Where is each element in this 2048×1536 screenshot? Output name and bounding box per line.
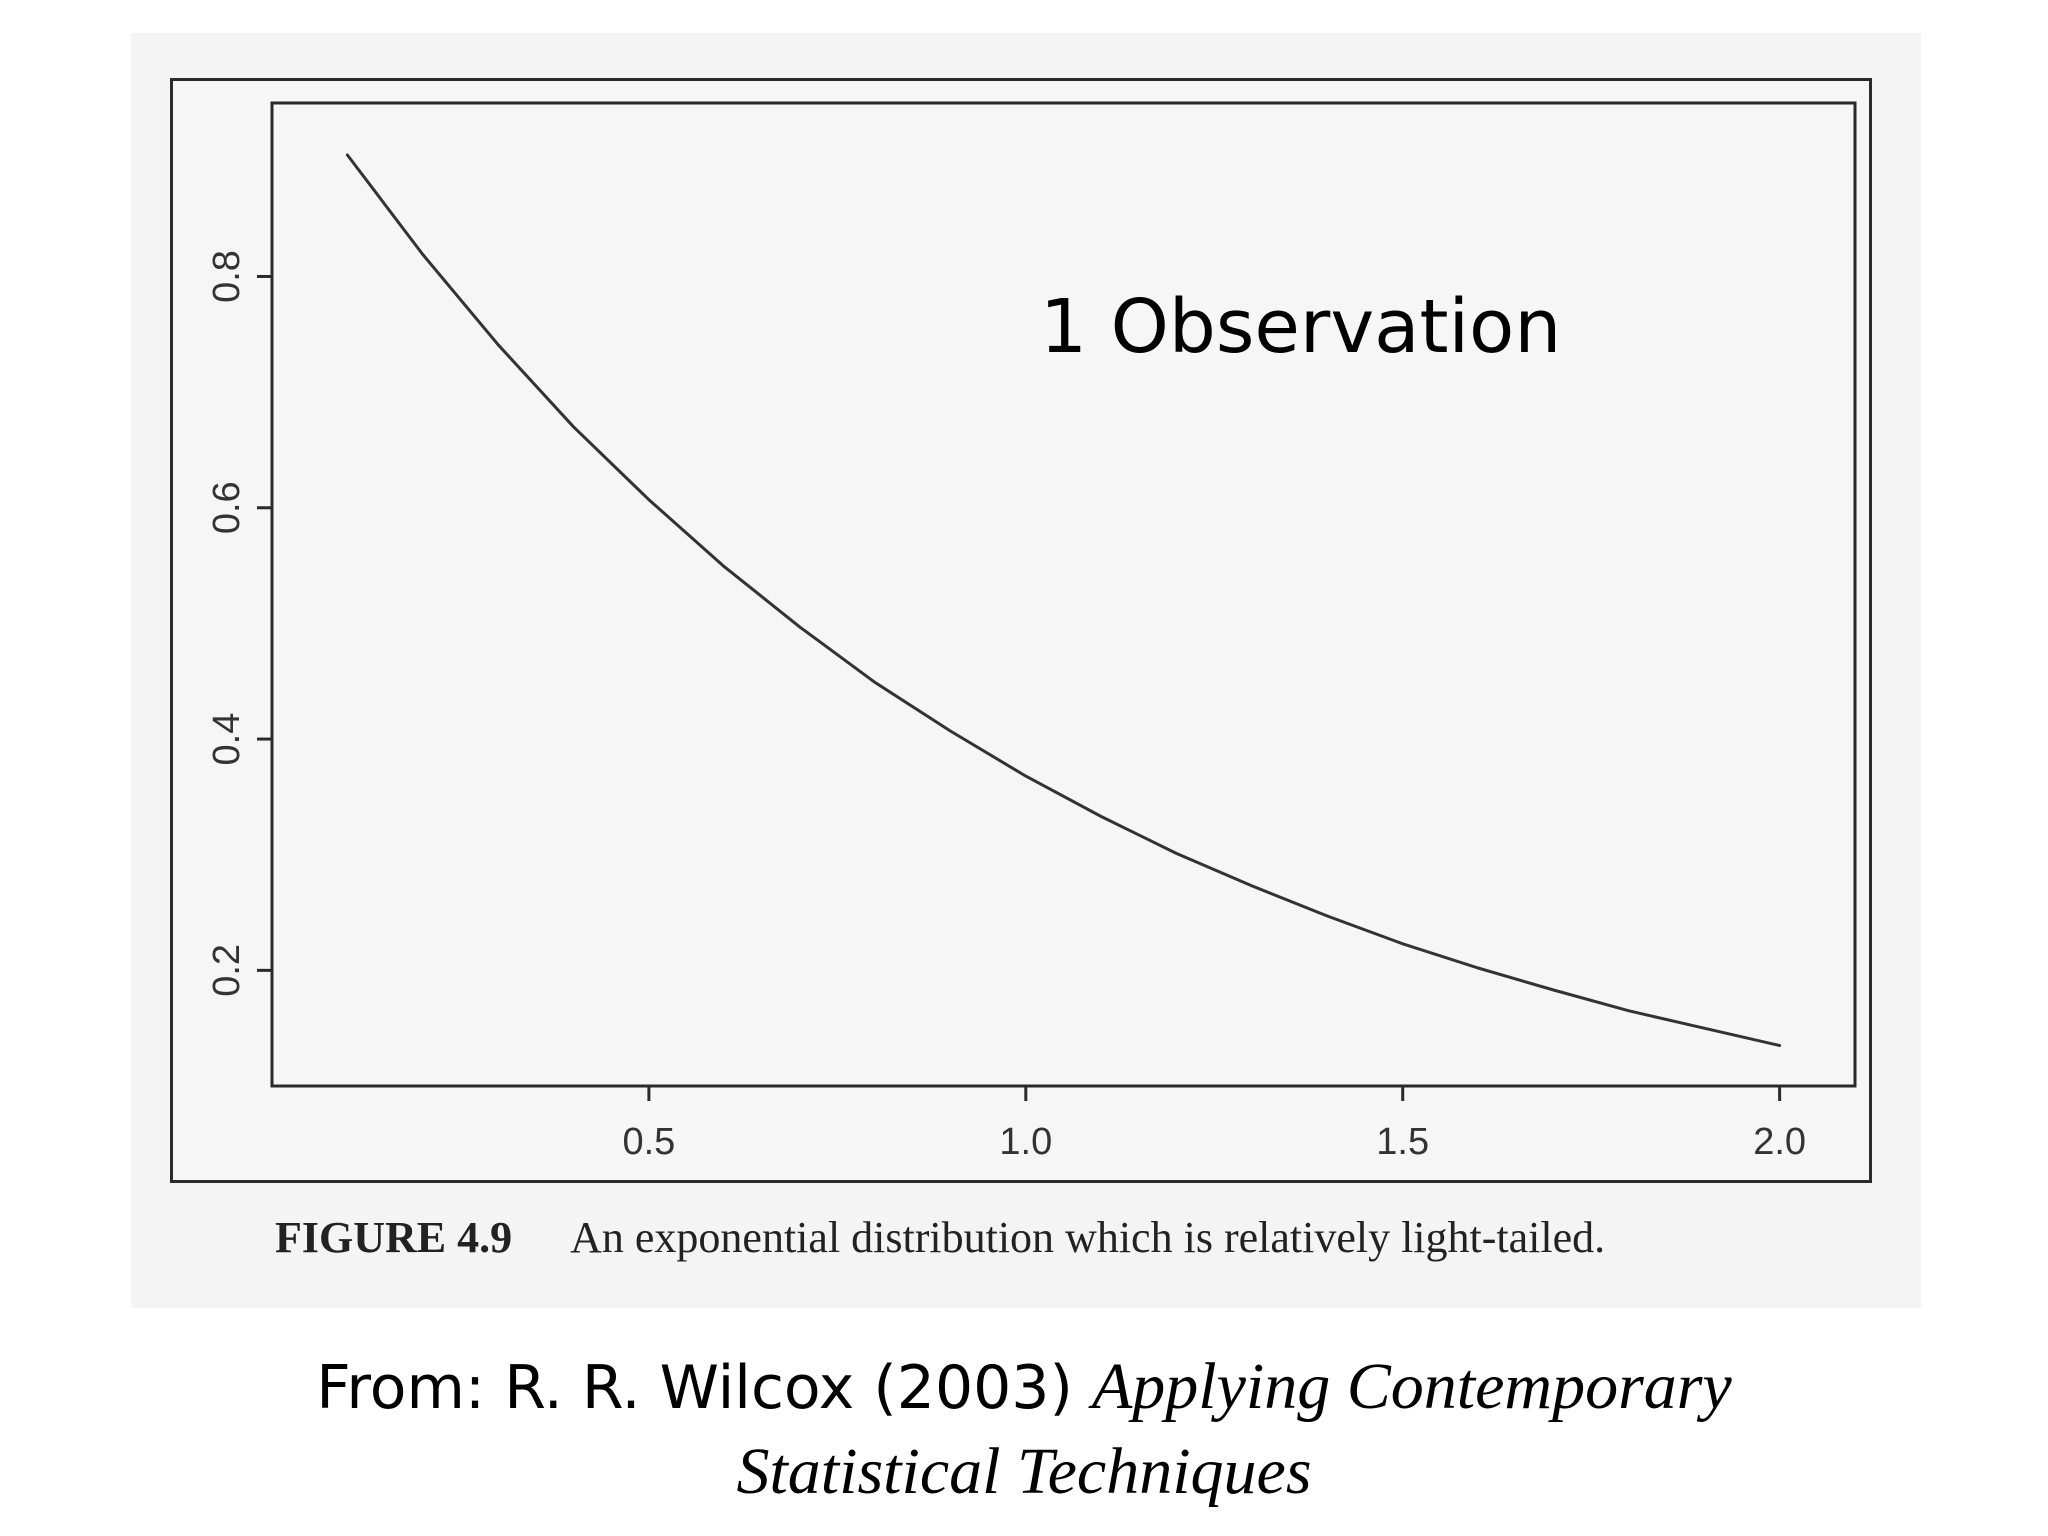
source-citation: From: R. R. Wilcox (2003) Applying Conte… xyxy=(0,1345,2048,1515)
x-tick-label: 0.5 xyxy=(622,1121,675,1163)
source-line-2: Statistical Techniques xyxy=(0,1430,2048,1515)
source-line-1: From: R. R. Wilcox (2003) Applying Conte… xyxy=(0,1345,2048,1430)
y-axis: 0.2 0.4 0.6 0.8 xyxy=(206,250,272,997)
plot-area-box xyxy=(270,101,1857,1088)
chart-annotation: 1 Observation xyxy=(1040,284,1561,370)
series-layer xyxy=(345,153,1782,1047)
x-tick-label: 1.5 xyxy=(1376,1121,1429,1163)
y-tick-label: 0.6 xyxy=(206,481,248,534)
y-tick-label: 0.8 xyxy=(206,250,248,303)
figure-number: FIGURE 4.9 xyxy=(275,1213,513,1262)
density-curve xyxy=(345,153,1782,1047)
source-author: From: R. R. Wilcox (2003) xyxy=(316,1353,1092,1423)
x-tick-label: 1.0 xyxy=(999,1121,1052,1163)
exponential-chart: 0.5 1.0 1.5 2.0 0.2 0.4 0.6 0.8 1 Observation xyxy=(206,101,1857,1163)
figure-caption: FIGURE 4.9 An exponential distribution wh… xyxy=(275,1212,1875,1263)
source-book-title-part-2: Statistical Techniques xyxy=(736,1435,1312,1508)
y-tick-label: 0.4 xyxy=(206,713,248,766)
x-tick-label: 2.0 xyxy=(1753,1121,1806,1163)
x-axis: 0.5 1.0 1.5 2.0 xyxy=(622,1086,1806,1163)
y-tick-label: 0.2 xyxy=(206,944,248,997)
source-book-title-part-1: Applying Contemporary xyxy=(1091,1350,1732,1423)
figure-caption-text: An exponential distribution which is rel… xyxy=(570,1213,1606,1262)
